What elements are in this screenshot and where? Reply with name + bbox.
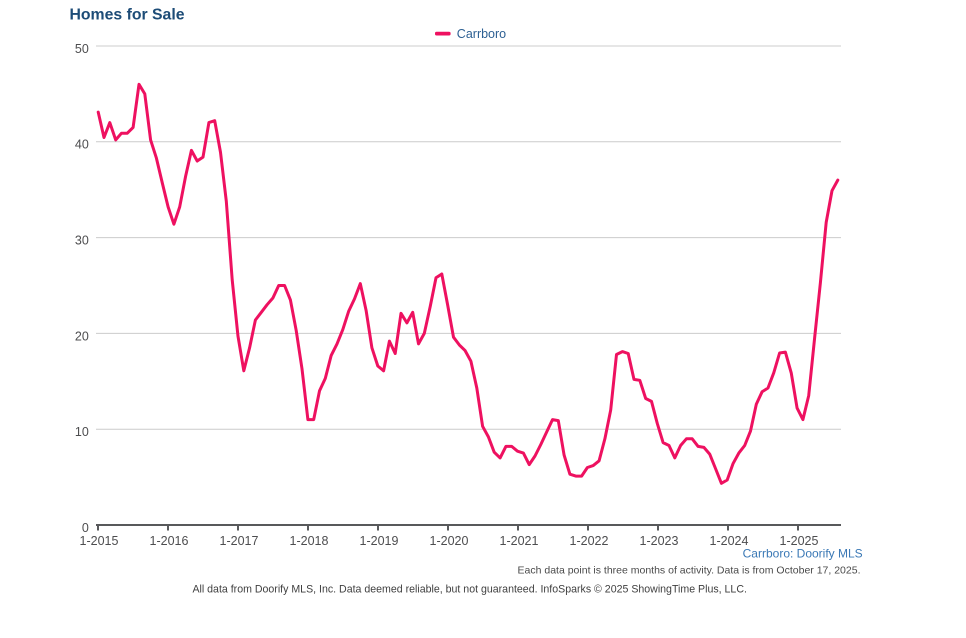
svg-text:1-2020: 1-2020: [430, 534, 469, 548]
svg-text:Homes for Sale: Homes for Sale: [70, 7, 185, 24]
svg-text:1-2021: 1-2021: [500, 534, 539, 548]
svg-text:1-2019: 1-2019: [360, 534, 399, 548]
svg-text:1-2017: 1-2017: [220, 534, 259, 548]
svg-text:1-2023: 1-2023: [640, 534, 679, 548]
svg-text:50: 50: [75, 42, 89, 56]
svg-text:20: 20: [75, 329, 89, 343]
svg-text:All data from Doorify MLS, Inc: All data from Doorify MLS, Inc. Data dee…: [192, 584, 746, 596]
svg-text:40: 40: [75, 138, 89, 152]
svg-text:10: 10: [75, 425, 89, 439]
svg-text:0: 0: [82, 521, 89, 535]
svg-text:1-2022: 1-2022: [570, 534, 609, 548]
svg-text:Each data point is three month: Each data point is three months of activ…: [518, 565, 861, 577]
svg-text:1-2015: 1-2015: [80, 534, 119, 548]
svg-text:Carrboro: Carrboro: [457, 27, 506, 41]
svg-text:30: 30: [75, 234, 89, 248]
svg-text:1-2016: 1-2016: [150, 534, 189, 548]
svg-text:Carrboro: Doorify MLS: Carrboro: Doorify MLS: [743, 547, 863, 561]
svg-text:1-2018: 1-2018: [290, 534, 329, 548]
svg-text:1-2025: 1-2025: [780, 534, 819, 548]
svg-text:1-2024: 1-2024: [710, 534, 749, 548]
